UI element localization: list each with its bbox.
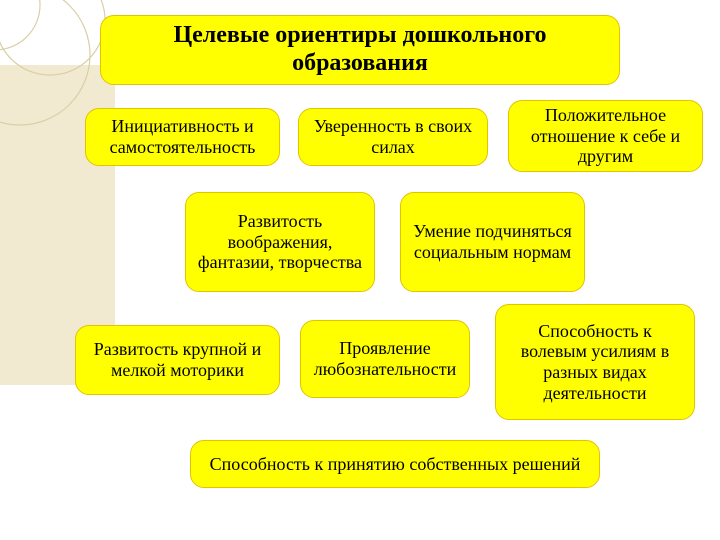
box-confidence: Уверенность в своих силах bbox=[298, 108, 488, 166]
box-decisions: Способность к принятию собственных решен… bbox=[190, 440, 600, 488]
box-motor-skills: Развитость крупной и мелкой моторики bbox=[75, 325, 280, 395]
title-text: Целевые ориентиры дошкольного образовани… bbox=[111, 22, 609, 77]
box-label: Способность к волевым усилиям в разных в… bbox=[506, 321, 684, 404]
box-initiative: Инициативность и самостоятельность bbox=[85, 108, 280, 166]
box-positive: Положительное отношение к себе и другим bbox=[508, 100, 703, 172]
box-volitional: Способность к волевым усилиям в разных в… bbox=[495, 304, 695, 420]
slide-canvas: Целевые ориентиры дошкольного образовани… bbox=[0, 0, 720, 540]
box-social-norms: Умение подчиняться социальным нормам bbox=[400, 192, 585, 292]
box-label: Уверенность в своих силах bbox=[309, 116, 477, 157]
box-label: Умение подчиняться социальным нормам bbox=[411, 221, 574, 262]
box-label: Развитость крупной и мелкой моторики bbox=[86, 339, 269, 380]
title-box: Целевые ориентиры дошкольного образовани… bbox=[100, 15, 620, 85]
box-curiosity: Проявление любознатель­ности bbox=[300, 320, 470, 398]
box-label: Инициативность и самостоятельность bbox=[96, 116, 269, 157]
box-label: Способность к принятию собственных решен… bbox=[210, 454, 581, 475]
box-label: Положительное отношение к себе и другим bbox=[519, 105, 692, 167]
box-imagination: Развитость воображения, фантазии, творче… bbox=[185, 192, 375, 292]
box-label: Проявление любознатель­ности bbox=[311, 338, 459, 379]
box-label: Развитость воображения, фантазии, творче… bbox=[196, 211, 364, 273]
